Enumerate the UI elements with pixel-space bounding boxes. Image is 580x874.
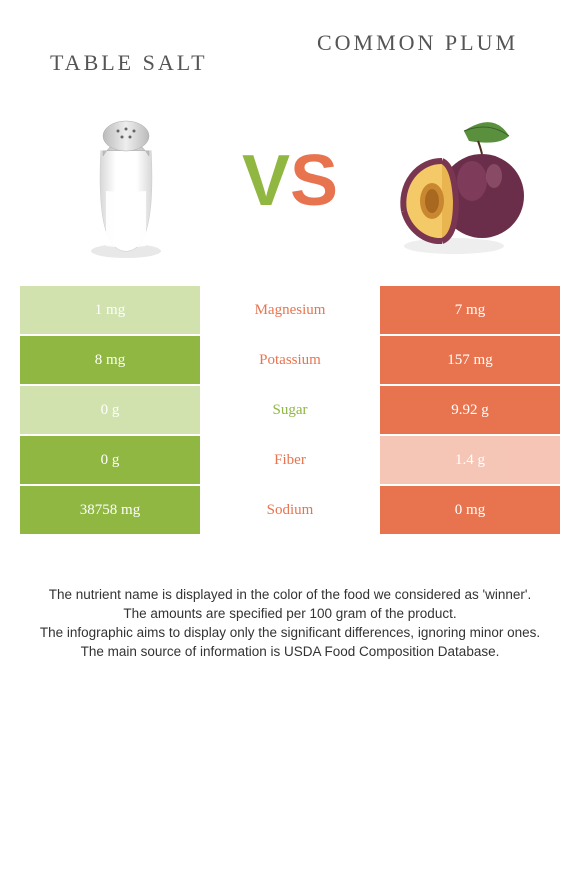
right-value: 157 mg: [380, 336, 560, 384]
nutrient-label: Sodium: [200, 486, 380, 534]
nutrient-label: Sugar: [200, 386, 380, 434]
vs-v: V: [242, 141, 290, 221]
footer-line: The infographic aims to display only the…: [20, 624, 560, 643]
left-value: 38758 mg: [20, 486, 200, 534]
right-value: 9.92 g: [380, 386, 560, 434]
nutrient-label: Potassium: [200, 336, 380, 384]
left-value: 1 mg: [20, 286, 200, 334]
salt-image: [51, 101, 201, 261]
table-row: 0 gSugar9.92 g: [20, 386, 560, 434]
footer-line: The main source of information is USDA F…: [20, 643, 560, 662]
table-row: 38758 mgSodium0 mg: [20, 486, 560, 534]
left-value: 0 g: [20, 386, 200, 434]
vs-s: S: [290, 141, 338, 221]
left-title: Table salt: [40, 30, 295, 76]
plum-image: [379, 101, 529, 261]
comparison-table: 1 mgMagnesium7 mg8 mgPotassium157 mg0 gS…: [20, 286, 560, 534]
footer-line: The amounts are specified per 100 gram o…: [20, 605, 560, 624]
plum-icon: [384, 101, 524, 261]
left-value: 0 g: [20, 436, 200, 484]
footer-line: The nutrient name is displayed in the co…: [20, 586, 560, 605]
table-row: 8 mgPotassium157 mg: [20, 336, 560, 384]
images-row: VS: [0, 86, 580, 286]
table-row: 1 mgMagnesium7 mg: [20, 286, 560, 334]
right-value: 0 mg: [380, 486, 560, 534]
right-value: 1.4 g: [380, 436, 560, 484]
left-value: 8 mg: [20, 336, 200, 384]
right-title: Common Plum: [295, 30, 540, 76]
header: Table salt Common Plum: [0, 0, 580, 86]
footer-notes: The nutrient name is displayed in the co…: [0, 536, 580, 682]
table-row: 0 gFiber1.4 g: [20, 436, 560, 484]
nutrient-label: Magnesium: [200, 286, 380, 334]
vs-label: VS: [242, 140, 338, 222]
right-value: 7 mg: [380, 286, 560, 334]
nutrient-label: Fiber: [200, 436, 380, 484]
salt-shaker-icon: [56, 101, 196, 261]
